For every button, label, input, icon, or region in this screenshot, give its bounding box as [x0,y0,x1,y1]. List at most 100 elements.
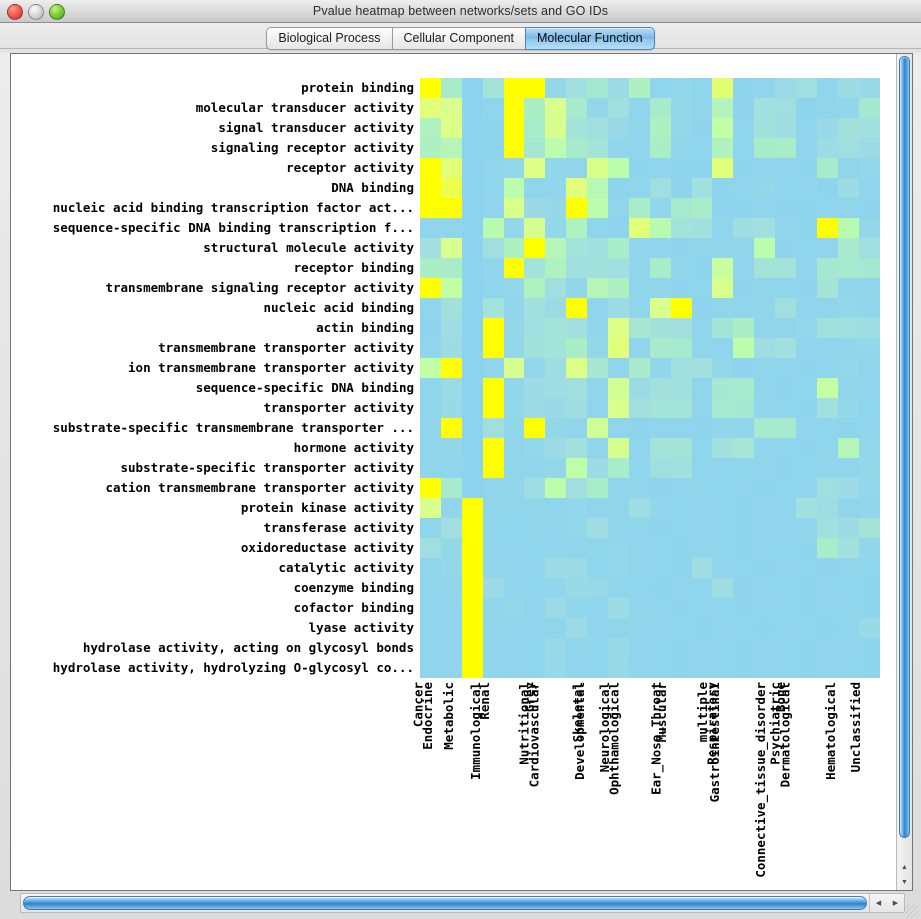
heatmap-cell[interactable] [816,78,838,98]
heatmap-cell[interactable] [837,578,859,598]
heatmap-cell[interactable] [545,318,567,338]
heatmap-cell[interactable] [608,578,629,598]
heatmap-cell[interactable] [670,458,692,478]
heatmap-cell[interactable] [837,498,859,518]
heatmap-cell[interactable] [503,258,525,278]
heatmap-cell[interactable] [587,558,609,578]
heatmap-cell[interactable] [754,438,776,458]
heatmap-cell[interactable] [628,278,650,298]
heatmap-cell[interactable] [608,138,629,158]
heatmap-cell[interactable] [628,638,650,658]
heatmap-cell[interactable] [628,658,650,678]
heatmap-cell[interactable] [440,378,462,398]
heatmap-cell[interactable] [733,98,755,118]
heatmap-cell[interactable] [503,218,525,238]
heatmap-cell[interactable] [691,558,713,578]
heatmap-cell[interactable] [482,138,504,158]
heatmap-cell[interactable] [816,438,838,458]
heatmap-cell[interactable] [712,618,734,638]
heatmap-cell[interactable] [524,658,546,678]
heatmap-cell[interactable] [858,238,880,258]
heatmap-cell[interactable] [420,498,441,518]
tab-molecular-function[interactable]: Molecular Function [525,26,655,50]
heatmap-cell[interactable] [670,78,692,98]
heatmap-cell[interactable] [566,258,588,278]
heatmap-cell[interactable] [712,498,734,518]
heatmap-cell[interactable] [837,218,859,238]
heatmap-cell[interactable] [754,398,776,418]
heatmap-cell[interactable] [775,558,797,578]
heatmap-cell[interactable] [440,558,462,578]
heatmap-cell[interactable] [608,238,629,258]
heatmap-cell[interactable] [712,558,734,578]
heatmap-cell[interactable] [733,298,755,318]
heatmap-cell[interactable] [858,298,880,318]
heatmap-cell[interactable] [545,138,567,158]
heatmap-cell[interactable] [545,278,567,298]
heatmap-cell[interactable] [524,178,546,198]
heatmap-cell[interactable] [775,578,797,598]
heatmap-cell[interactable] [775,158,797,178]
heatmap-cell[interactable] [503,578,525,598]
heatmap-cell[interactable] [566,198,588,218]
heatmap-cell[interactable] [440,618,462,638]
heatmap-cell[interactable] [461,658,483,678]
heatmap-cell[interactable] [837,558,859,578]
heatmap-cell[interactable] [587,638,609,658]
tab-cellular-component[interactable]: Cellular Component [391,26,525,50]
heatmap-cell[interactable] [628,198,650,218]
heatmap-cell[interactable] [461,638,483,658]
heatmap-cell[interactable] [608,438,629,458]
heatmap-cell[interactable] [545,598,567,618]
heatmap-cell[interactable] [440,398,462,418]
heatmap-cell[interactable] [816,98,838,118]
heatmap-cell[interactable] [482,518,504,538]
heatmap-cell[interactable] [816,518,838,538]
heatmap-cell[interactable] [482,118,504,138]
heatmap-cell[interactable] [796,518,817,538]
heatmap-cell[interactable] [691,98,713,118]
heatmap-cell[interactable] [649,578,671,598]
heatmap-cell[interactable] [858,178,880,198]
heatmap-cell[interactable] [754,498,776,518]
heatmap-cell[interactable] [796,178,817,198]
heatmap-cell[interactable] [628,338,650,358]
heatmap-cell[interactable] [461,298,483,318]
tab-biological-process[interactable]: Biological Process [266,26,392,50]
heatmap-cell[interactable] [796,138,817,158]
heatmap-cell[interactable] [775,338,797,358]
heatmap-cell[interactable] [670,558,692,578]
heatmap-cell[interactable] [524,218,546,238]
heatmap-cell[interactable] [670,318,692,338]
heatmap-cell[interactable] [503,618,525,638]
heatmap-cell[interactable] [858,218,880,238]
heatmap-cell[interactable] [524,298,546,318]
heatmap-cell[interactable] [545,538,567,558]
heatmap-cell[interactable] [628,478,650,498]
heatmap-cell[interactable] [566,238,588,258]
heatmap-cell[interactable] [816,578,838,598]
heatmap-cell[interactable] [524,278,546,298]
heatmap-cell[interactable] [775,418,797,438]
heatmap-cell[interactable] [649,618,671,638]
heatmap-cell[interactable] [858,278,880,298]
heatmap-cell[interactable] [587,658,609,678]
heatmap-cell[interactable] [461,118,483,138]
heatmap-cell[interactable] [712,438,734,458]
heatmap-cell[interactable] [461,578,483,598]
heatmap-cell[interactable] [837,158,859,178]
heatmap-cell[interactable] [775,278,797,298]
heatmap-cell[interactable] [461,258,483,278]
heatmap-cell[interactable] [712,378,734,398]
heatmap-cell[interactable] [754,598,776,618]
heatmap-cell[interactable] [628,258,650,278]
heatmap-cell[interactable] [503,438,525,458]
heatmap-cell[interactable] [858,618,880,638]
heatmap-cell[interactable] [754,118,776,138]
heatmap-cell[interactable] [482,258,504,278]
heatmap-cell[interactable] [796,118,817,138]
heatmap-cell[interactable] [837,278,859,298]
heatmap-cell[interactable] [754,318,776,338]
heatmap-cell[interactable] [670,278,692,298]
heatmap-cell[interactable] [482,298,504,318]
